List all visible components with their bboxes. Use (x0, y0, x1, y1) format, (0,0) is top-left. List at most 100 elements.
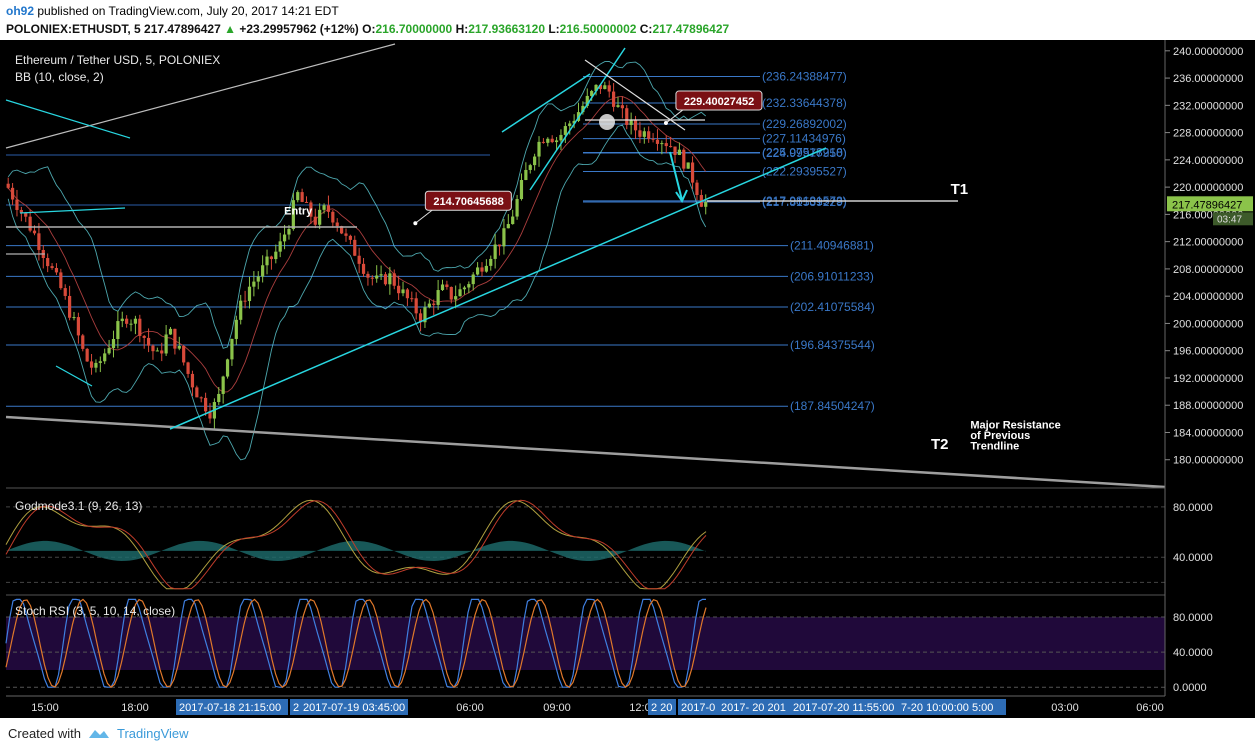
candle-body (572, 120, 576, 124)
y-tick-label: 240.00000000 (1173, 46, 1243, 58)
time-tag (300, 699, 408, 715)
main-pane[interactable] (6, 44, 1165, 487)
y-tick-label: 184.00000000 (1173, 427, 1243, 439)
candle-body (590, 91, 594, 96)
candle-body (704, 202, 708, 207)
candle-body (28, 216, 32, 231)
candle-body (76, 317, 80, 336)
publish-header: oh92 published on TradingView.com, July … (0, 0, 1255, 40)
candle-body (155, 350, 159, 352)
channel-line-5 (55, 365, 93, 387)
candle-body (89, 361, 94, 368)
candle-body (436, 290, 440, 305)
countdown-tag (1213, 212, 1253, 226)
candle-body (313, 216, 317, 225)
y-tick-label: 204.00000000 (1173, 291, 1243, 303)
major-trendline (5, 415, 1166, 489)
callout-dot (413, 221, 418, 226)
tradingview-cloud-icon (89, 730, 109, 738)
published-text: published on TradingView.com, July 20, 2… (37, 4, 339, 18)
candle-body (225, 359, 230, 377)
candle-body (454, 296, 458, 300)
candle-body (309, 202, 313, 217)
candle-body (669, 146, 673, 148)
created-with-text: Created with (8, 726, 81, 741)
candle-body (497, 244, 502, 247)
target-label: T2 (931, 436, 949, 453)
candle-body (506, 224, 510, 229)
y-tick-label: 180.00000000 (1173, 455, 1243, 467)
fib-label: (236.24388477) (762, 69, 847, 83)
author-link[interactable]: oh92 (6, 4, 35, 18)
stoch-y-label: 40.0000 (1173, 647, 1213, 659)
last-price: 217.47896427 (144, 22, 221, 36)
candle-body (199, 397, 203, 399)
candle-body (173, 328, 177, 349)
candle-body (261, 265, 265, 277)
x-tick-label: 09:00 (543, 702, 571, 714)
symbol-label: POLONIEX:ETHUSDT, 5 (6, 22, 141, 36)
candle-body (375, 275, 379, 279)
candle-body (304, 201, 309, 203)
wedge-top-line (584, 59, 686, 131)
fib-label: (232.33644378) (762, 96, 847, 110)
candle-body (204, 397, 208, 412)
chart-svg[interactable]: (236.24388477) (232.33644378) (229.2689200… (0, 40, 1255, 718)
x-tick-label: 06:00 (456, 702, 484, 714)
channel-line-4 (19, 207, 126, 214)
close-value: 217.47896427 (652, 22, 730, 36)
candle-body (625, 108, 629, 125)
candle-body (550, 138, 554, 143)
y-tick-label: 212.00000000 (1173, 237, 1243, 249)
candle-body (331, 211, 335, 223)
callout-pointer (665, 108, 685, 124)
time-tag (176, 699, 288, 715)
candle-body (493, 244, 497, 259)
tradingview-brand-link[interactable]: TradingView (117, 726, 189, 741)
candle-body (471, 274, 475, 285)
candle-body (458, 289, 462, 297)
x-tick-label: 18:00 (121, 702, 149, 714)
low-label: L: (548, 22, 560, 36)
chart-area[interactable]: (236.24388477) (232.33644378) (229.2689200… (0, 40, 1255, 718)
godmode-band (6, 540, 706, 561)
stoch-y-label: 80.0000 (1173, 612, 1213, 624)
main-chart-title: Ethereum / Tether USD, 5, POLONIEX (15, 53, 220, 67)
candle-body (142, 335, 146, 338)
candle-body (120, 318, 124, 322)
candle-body (269, 256, 274, 260)
target-label: T1 (951, 181, 969, 198)
current-price-label: 217.47896427 (1172, 199, 1242, 211)
time-tag (290, 699, 300, 715)
projection-arrow (669, 151, 683, 201)
x-tick-label: 06:00 (1136, 702, 1164, 714)
y-tick-label: 196.00000000 (1173, 346, 1243, 358)
candle-body (318, 209, 322, 225)
candle-body (537, 141, 541, 157)
time-tag (718, 699, 790, 715)
stoch-k-line (5, 598, 706, 688)
stoch-title: Stoch RSI (3, 5, 10, 14, close) (15, 604, 175, 618)
candle-body (278, 241, 282, 252)
candle-body (423, 307, 427, 323)
candle-body (208, 411, 212, 419)
candle-body (10, 187, 15, 200)
candle-body (695, 182, 699, 196)
godmode-line-2 (5, 499, 707, 590)
candle-body (85, 348, 89, 362)
time-tag-label: 2017-07-18 21:15:00 (179, 702, 281, 714)
candle-body (418, 313, 423, 323)
candle-body (682, 149, 686, 169)
candle-body (528, 165, 532, 170)
candle-body (151, 345, 155, 352)
time-tag-label: 2017-07-20 11:55:00 (793, 702, 894, 714)
current-price-tag (1167, 196, 1253, 212)
candle-body (664, 143, 668, 147)
annotation-text: Major Resistance (970, 419, 1060, 431)
price-change: +23.29957962 (+12%) (239, 22, 359, 36)
candle-body (348, 235, 352, 240)
candle-body (554, 140, 559, 143)
footer: Created with TradingView (0, 718, 1255, 751)
candle-body (50, 266, 54, 268)
candle-body (546, 138, 550, 143)
